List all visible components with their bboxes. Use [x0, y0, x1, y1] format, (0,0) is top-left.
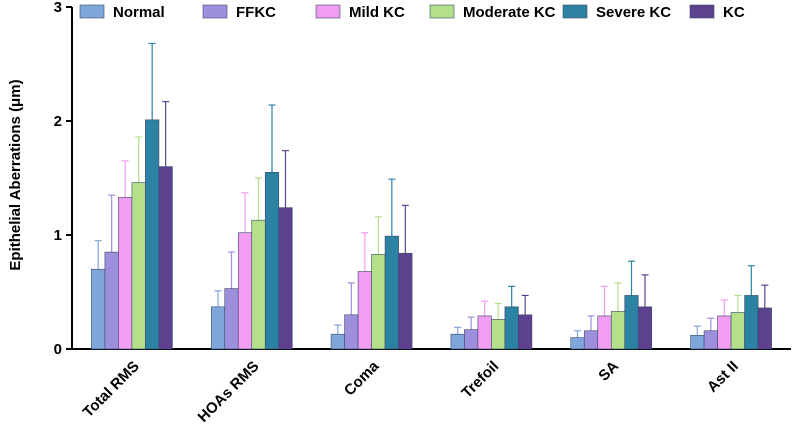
bar	[371, 254, 386, 350]
bar	[477, 315, 492, 350]
y-axis-label: Epithelial Aberrations (μm)	[7, 79, 24, 270]
legend-swatch	[562, 4, 588, 19]
bar	[690, 335, 705, 350]
bar	[583, 330, 599, 350]
bar	[610, 311, 626, 350]
legend-label: Severe KC	[596, 4, 671, 21]
legend-swatch	[429, 4, 455, 19]
bar	[504, 306, 519, 350]
bar	[637, 306, 653, 350]
bar	[158, 166, 173, 350]
bar	[744, 295, 759, 350]
x-tick-label: Trefoil	[458, 358, 502, 402]
bar	[278, 207, 293, 350]
bar	[398, 252, 413, 350]
legend-swatch	[315, 4, 341, 19]
legend-label: Mild KC	[349, 4, 405, 21]
y-tick-label: 3	[54, 0, 62, 16]
bar	[597, 315, 612, 350]
bar	[224, 288, 239, 350]
x-tick-label: Total RMS	[80, 358, 143, 421]
bar	[518, 314, 533, 350]
bar	[730, 312, 745, 350]
bar	[237, 232, 253, 350]
legend-label: Moderate KC	[463, 4, 556, 21]
bar	[131, 182, 146, 350]
legend-label: Normal	[113, 4, 165, 21]
bar	[91, 268, 106, 350]
x-tick-label: Ast II	[704, 358, 742, 396]
y-tick-label: 1	[54, 227, 62, 244]
x-tick-label: SA	[595, 358, 622, 385]
bar	[145, 119, 160, 350]
bar	[464, 329, 479, 350]
bar	[330, 333, 345, 350]
bar	[118, 197, 133, 350]
bar	[384, 235, 399, 350]
bar	[264, 172, 280, 350]
legend-label: FFKC	[236, 4, 276, 21]
bar	[450, 333, 465, 350]
legend-swatch	[689, 4, 715, 19]
bar	[210, 306, 226, 350]
x-tick-label: Coma	[341, 357, 383, 399]
x-tick-label: HOAs RMS	[195, 358, 263, 426]
legend-label: KC	[723, 4, 745, 21]
bar	[703, 330, 718, 350]
bar	[570, 337, 585, 350]
bar	[717, 315, 732, 350]
legend-swatch	[202, 4, 228, 19]
bar	[624, 295, 639, 350]
y-tick-label: 2	[54, 113, 62, 130]
legend-swatch	[79, 4, 105, 19]
bar	[357, 271, 372, 350]
bar	[104, 251, 119, 350]
bar	[757, 307, 772, 350]
bar	[251, 219, 266, 350]
bar	[344, 314, 359, 350]
bar	[491, 319, 506, 350]
y-tick-label: 0	[54, 341, 62, 358]
